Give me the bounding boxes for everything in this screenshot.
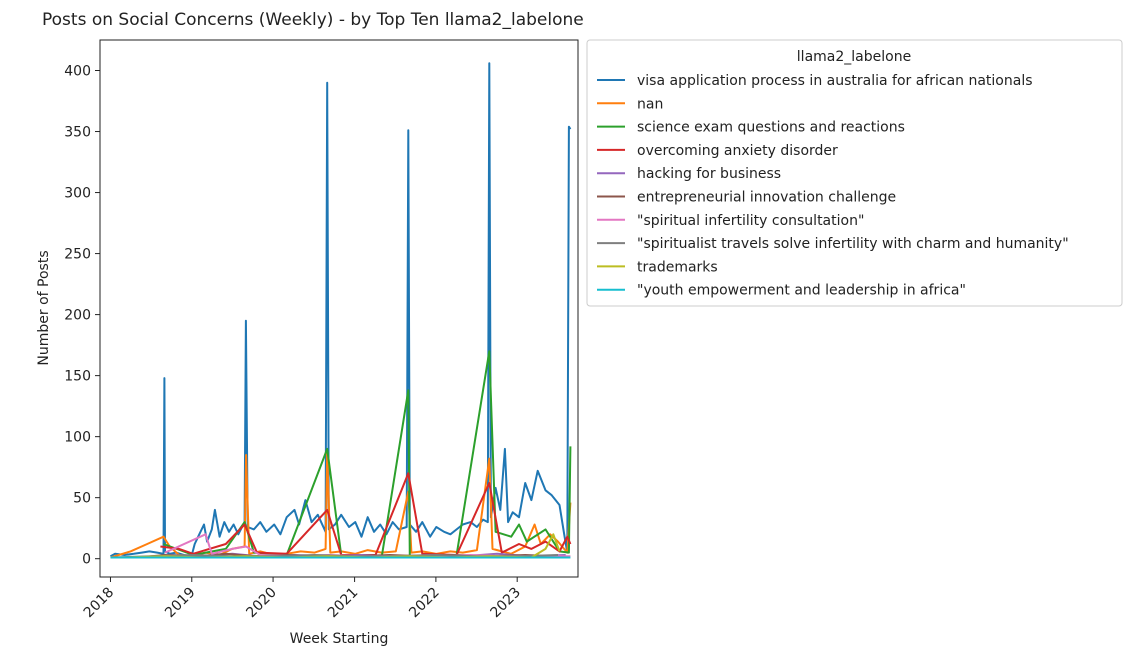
y-tick-label: 300: [64, 186, 91, 202]
legend-label-2: nan: [637, 96, 663, 112]
legend: llama2_labelone visa application process…: [586, 39, 1123, 307]
legend-label-8: "spiritualist travels solve infertility …: [637, 236, 1069, 252]
x-tick-label: 2022: [406, 585, 443, 622]
legend-label-4: overcoming anxiety disorder: [637, 143, 838, 159]
legend-label-1: visa application process in australia fo…: [637, 73, 1033, 89]
plot-frame: [99, 39, 579, 578]
x-axis: 2018 2019 2020 2021 2022 2023: [81, 577, 524, 621]
chart-title: Posts on Social Concerns (Weekly) - by T…: [42, 10, 584, 30]
y-tick-label: 0: [82, 552, 91, 568]
y-axis: 0 50 100 150 200 250 300 350 400: [64, 64, 100, 568]
x-tick-label: 2021: [325, 585, 362, 622]
x-tick-label: 2020: [243, 585, 280, 622]
series-line-4: [160, 472, 572, 556]
x-tick-label: 2018: [81, 585, 118, 622]
series-line-1: [110, 62, 572, 558]
y-tick-label: 100: [64, 430, 91, 446]
y-tick-label: 400: [64, 64, 91, 80]
legend-label-7: "spiritual infertility consultation": [637, 213, 864, 229]
x-tick-label: 2019: [162, 585, 199, 622]
series-line-3: [163, 350, 572, 558]
legend-title: llama2_labelone: [797, 49, 911, 65]
legend-label-10: "youth empowerment and leadership in afr…: [637, 283, 966, 299]
y-tick-label: 350: [64, 125, 91, 141]
y-tick-label: 50: [73, 491, 91, 507]
x-tick-label: 2023: [488, 585, 525, 622]
y-tick-label: 200: [64, 308, 91, 324]
y-axis-label: Number of Posts: [36, 250, 52, 365]
x-axis-label: Week Starting: [290, 631, 389, 647]
legend-items: visa application process in australia fo…: [597, 73, 1069, 299]
plot-area: [110, 62, 572, 559]
y-tick-label: 150: [64, 369, 91, 385]
legend-label-9: trademarks: [637, 259, 718, 275]
legend-label-3: science exam questions and reactions: [637, 120, 905, 136]
legend-frame: [586, 39, 1123, 307]
y-tick-label: 250: [64, 247, 91, 263]
legend-label-5: hacking for business: [637, 166, 781, 182]
legend-label-6: entrepreneurial innovation challenge: [637, 190, 896, 206]
